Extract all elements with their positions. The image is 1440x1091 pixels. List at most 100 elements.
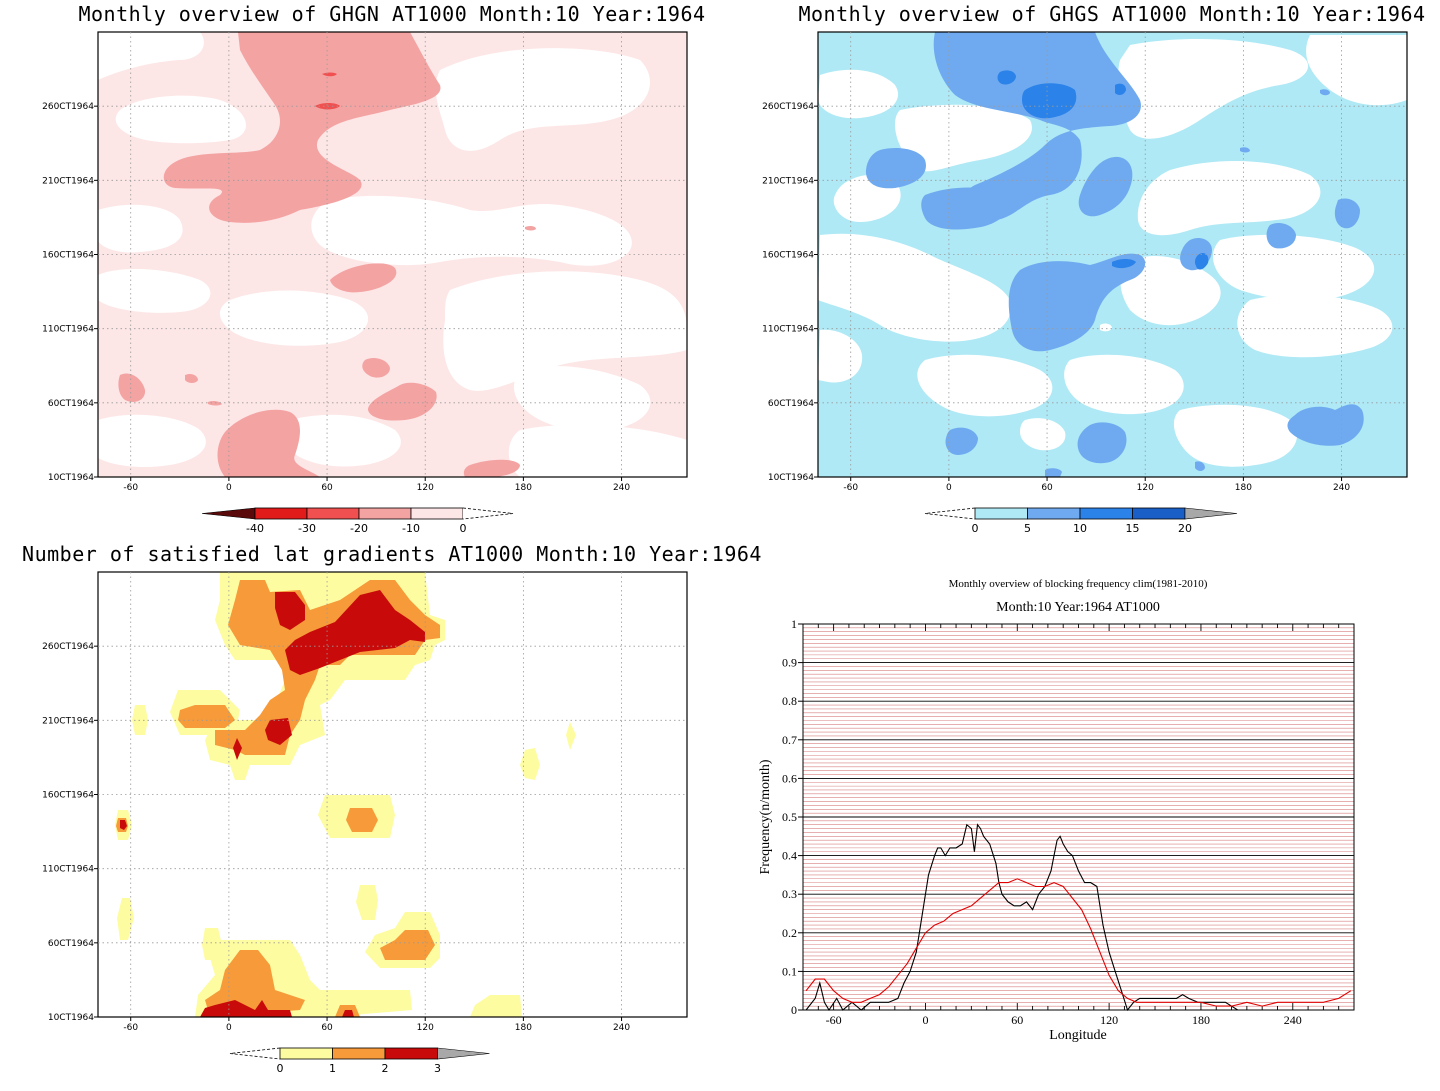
ghgn-colorbar-right-extend <box>462 507 514 520</box>
lat-y-tick-label: 10CT1964 <box>48 1013 94 1023</box>
ghgn-x-tick-label: 60 <box>321 483 333 493</box>
lat-x-tick-label: 60 <box>321 1023 333 1033</box>
lat-title: Number of satisfied lat gradients AT1000… <box>22 542 762 566</box>
ghgs-colorbar-right-extend <box>1184 507 1238 520</box>
ghgs-y-tick-label: 60CT1964 <box>768 399 814 409</box>
ghgn-colorbar-swatch <box>358 507 412 520</box>
lat-colorbar-label: 0 <box>277 1062 284 1075</box>
ghgn-colorbar: -40 -30 -20 -10 0 <box>201 507 514 535</box>
lat-contour-2 <box>120 590 425 1017</box>
freq-ylabel: Frequency(n/month) <box>758 759 773 874</box>
freq-y-tick-label: 0.1 <box>782 964 797 978</box>
freq-series <box>805 823 1352 1012</box>
ghgs-y-tick-label: 210CT1964 <box>762 176 814 186</box>
freq-y-tick-label: 0.2 <box>782 926 797 940</box>
ghgn-gridlines <box>98 32 687 477</box>
freq-x-tick-label: 60 <box>1011 1013 1023 1027</box>
ghgs-colorbar-swatch <box>1079 507 1133 520</box>
ghgs-colorbar-swatch <box>1132 507 1186 520</box>
ghgn-x-tick-label: -60 <box>123 483 138 493</box>
freq-x-tick-label: 240 <box>1284 1013 1302 1027</box>
ghgs-colorbar-label: 15 <box>1126 522 1140 535</box>
ghgn-colorbar-label: 0 <box>460 522 467 535</box>
lat-x-tick-label: 180 <box>515 1023 532 1033</box>
lat-y-tick-label: 210CT1964 <box>42 716 94 726</box>
freq-xlabel: Longitude <box>1049 1028 1107 1043</box>
ghgs-colorbar-left-extend <box>924 507 976 520</box>
lat-colorbar-swatch <box>332 1047 386 1060</box>
ghgn-colorbar-left-extend <box>201 507 256 520</box>
ghgs-y-tick-label: 110CT1964 <box>762 325 814 335</box>
freq-panel: Monthly overview of blocking frequency c… <box>758 578 1355 1043</box>
freq-series-line-red <box>805 878 1352 1007</box>
lat-y-tick-label: 60CT1964 <box>48 939 94 949</box>
ghgs-colorbar-label: 10 <box>1073 522 1087 535</box>
freq-y-tick-label: 0.8 <box>782 694 797 708</box>
lat-colorbar-label: 2 <box>382 1062 389 1075</box>
freq-y-tick-label: 1 <box>791 617 797 631</box>
ghgs-colorbar-label: 5 <box>1024 522 1031 535</box>
ghgn-colorbar-label: -10 <box>402 522 420 535</box>
ghgn-x-tick-label: 180 <box>515 483 532 493</box>
lat-colorbar-left-extend <box>229 1047 281 1060</box>
lat-colorbar-label: 1 <box>329 1062 336 1075</box>
ghgn-colorbar-label: -20 <box>350 522 368 535</box>
ghgs-gridlines <box>818 32 1407 477</box>
lat-axis-ticks: -60 0 60 120 180 240 10CT1964 60CT1964 110CT1964… <box>42 642 630 1033</box>
ghgs-y-tick-label: 10CT1964 <box>768 473 814 483</box>
ghgn-colorbar-swatch <box>410 507 464 520</box>
ghgn-panel: -60 0 60 120 180 240 10CT1964 60CT1964 110CT1964… <box>42 31 688 493</box>
freq-subtitle: Month:10 Year:1964 AT1000 <box>996 600 1160 615</box>
lat-y-tick-label: 160CT1964 <box>42 791 94 801</box>
ghgs-axis-ticks: -60 0 60 120 180 240 10CT1964 60CT1964 110CT1964… <box>762 102 1350 493</box>
ghgs-x-tick-label: 120 <box>1137 483 1154 493</box>
ghgs-white-regions <box>818 35 1407 467</box>
lat-x-tick-label: -60 <box>123 1023 138 1033</box>
ghgn-y-tick-label: 60CT1964 <box>48 399 94 409</box>
lat-y-tick-label: 260CT1964 <box>42 642 94 652</box>
ghgs-x-tick-label: -60 <box>843 483 858 493</box>
lat-colorbar: 0 1 2 3 <box>229 1047 490 1075</box>
freq-axis-ticks: 0 0.1 0.2 0.3 0.4 0.5 0.6 0.7 0.8 0.9 1 -60 0 60 120 18… <box>782 617 1340 1027</box>
freq-y-tick-label: 0.7 <box>782 733 797 747</box>
ghgn-x-tick-label: 0 <box>226 483 232 493</box>
freq-y-tick-label: 0 <box>791 1003 797 1017</box>
ghgs-colorbar-swatch <box>974 507 1028 520</box>
ghgs-colorbar-swatch <box>1027 507 1081 520</box>
freq-y-tick-label: 0.6 <box>782 771 797 785</box>
freq-gridlines <box>803 627 1354 1007</box>
lat-x-tick-label: 120 <box>417 1023 434 1033</box>
freq-x-tick-label: 0 <box>922 1013 928 1027</box>
ghgn-x-tick-label: 120 <box>417 483 434 493</box>
freq-x-tick-label: 120 <box>1100 1013 1118 1027</box>
ghgn-x-tick-label: 240 <box>613 483 630 493</box>
freq-x-tick-label: -60 <box>826 1013 842 1027</box>
ghgn-y-tick-label: 210CT1964 <box>42 176 94 186</box>
lat-x-tick-label: 0 <box>226 1023 232 1033</box>
freq-series-line-black <box>805 823 1351 1012</box>
ghgn-colorbar-label: -40 <box>246 522 264 535</box>
ghgn-colorbar-label: -30 <box>298 522 316 535</box>
freq-y-tick-label: 0.4 <box>782 849 797 863</box>
lat-y-tick-label: 110CT1964 <box>42 865 94 875</box>
freq-title: Monthly overview of blocking frequency c… <box>949 578 1208 590</box>
ghgs-title: Monthly overview of GHGS AT1000 Month:10… <box>798 2 1425 26</box>
freq-y-tick-label: 0.5 <box>782 810 797 824</box>
ghgn-y-tick-label: 110CT1964 <box>42 325 94 335</box>
ghgn-title: Monthly overview of GHGN AT1000 Month:10… <box>78 2 705 26</box>
ghgs-colorbar-label: 20 <box>1178 522 1192 535</box>
ghgs-colorbar-label: 0 <box>972 522 979 535</box>
ghgs-y-tick-label: 260CT1964 <box>762 102 814 112</box>
ghgn-y-tick-label: 160CT1964 <box>42 251 94 261</box>
freq-x-tick-label: 180 <box>1192 1013 1210 1027</box>
ghgn-y-tick-label: 10CT1964 <box>48 473 94 483</box>
ghgs-x-tick-label: 240 <box>1333 483 1350 493</box>
ghgs-colorbar: 0 5 10 15 20 <box>924 507 1238 535</box>
ghgs-y-tick-label: 160CT1964 <box>762 251 814 261</box>
ghgn-y-tick-label: 260CT1964 <box>42 102 94 112</box>
freq-y-tick-label: 0.3 <box>782 887 797 901</box>
lat-panel: -60 0 60 120 180 240 10CT1964 60CT1964 110CT1964… <box>42 571 688 1033</box>
ghgs-x-tick-label: 180 <box>1235 483 1252 493</box>
freq-y-tick-label: 0.9 <box>782 656 797 670</box>
